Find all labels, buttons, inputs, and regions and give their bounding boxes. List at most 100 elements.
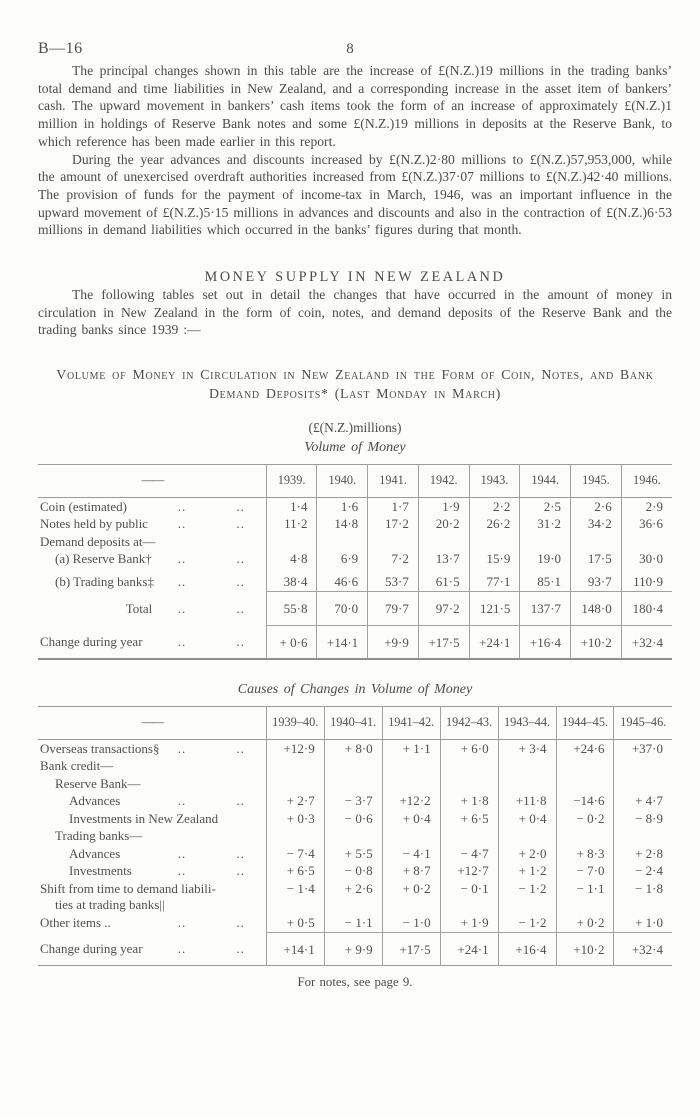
- value-cell: + 6·0: [439, 739, 499, 758]
- leader-dots: ..: [236, 914, 245, 930]
- footer-note: For notes, see page 9.: [297, 975, 413, 990]
- row-label: Total: [125, 600, 153, 616]
- value-cell: [555, 827, 614, 846]
- value-cell: [555, 757, 614, 776]
- table-row: Change during year.... + 0·6 +14·1 +9·9 +17·…: [38, 624, 672, 660]
- table-row: Reserve Bank—: [38, 775, 672, 793]
- value-cell: +32·4: [620, 624, 672, 660]
- value-cell: +10·2: [570, 624, 622, 660]
- value-cell: + 0·3: [265, 810, 325, 828]
- table-row: Bank credit—: [38, 757, 672, 776]
- row-label: Change during year: [40, 941, 143, 957]
- table-row: Shift from time to demand liabili-ties a…: [38, 880, 672, 915]
- table-row: Other items ...... + 0·5− 1·1− 1·0 + 1·9− …: [38, 914, 672, 933]
- value-cell: [417, 533, 470, 551]
- row-label-cell: Change during year....: [38, 932, 266, 966]
- value-cell: [323, 757, 383, 776]
- document-reference: B—16: [38, 40, 83, 57]
- row-label: Reserve Bank—: [55, 775, 141, 791]
- row-label: Demand deposits at—: [40, 533, 156, 549]
- value-cell: [497, 775, 557, 793]
- value-cell: [620, 533, 672, 551]
- stub-header: ——: [38, 464, 267, 499]
- value-cell: − 8·9: [613, 810, 672, 828]
- table-row: Coin (estimated).... 1·4 1·6 1·7 1·9 2·2 2·5 2·…: [38, 497, 672, 516]
- value-cell: [555, 775, 614, 793]
- value-cell: +32·4: [613, 931, 672, 966]
- value-cell: [613, 827, 672, 846]
- value-cell: [468, 533, 520, 551]
- value-cell: [439, 757, 499, 776]
- value-cell: +14·1: [265, 931, 325, 966]
- year-column-header: 1942.: [417, 464, 470, 499]
- section-heading: MONEY SUPPLY IN NEW ZEALAND: [204, 269, 506, 286]
- value-cell: + 1·2: [497, 862, 557, 881]
- value-cell: − 3·7: [323, 792, 383, 811]
- year-column-header: 1946.: [620, 464, 672, 499]
- year-column-header: 1943–44.: [497, 706, 557, 741]
- value-cell: 110·9: [620, 573, 672, 592]
- value-cell: 148·0: [570, 591, 622, 626]
- leader-dots: ..: [236, 516, 245, 532]
- value-cell: [439, 827, 499, 846]
- value-cell: +16·4: [519, 624, 571, 660]
- row-label: Advances: [69, 845, 121, 861]
- value-cell: [381, 775, 441, 793]
- table1-title: Volume of Money: [304, 440, 406, 456]
- row-label-cell: Investments in New Zealand: [38, 810, 266, 828]
- value-cell: − 1·1: [555, 880, 614, 915]
- causes-of-changes-table: —— 1939–40. 1940–41. 1941–42. 1942–43. 1943–4…: [38, 706, 672, 967]
- value-cell: + 8·0: [323, 739, 383, 758]
- value-cell: 121·5: [468, 591, 520, 626]
- value-cell: [570, 533, 622, 551]
- value-cell: 17·5: [570, 550, 622, 574]
- value-cell: 1·4: [265, 497, 317, 516]
- row-label: Advances: [69, 793, 121, 809]
- value-cell: + 1·9: [439, 914, 499, 933]
- value-cell: + 6·5: [265, 862, 325, 881]
- year-column-header: 1942–43.: [439, 706, 499, 741]
- table-row: Investments in New Zealand + 0·3− 0·6 + 0·…: [38, 810, 672, 828]
- value-cell: +9·9: [367, 624, 419, 660]
- paragraph-following-tables: The following tables set out in detail t…: [38, 287, 672, 338]
- value-cell: +17·5: [417, 624, 470, 660]
- value-cell: [265, 827, 325, 846]
- value-cell: + 2·0: [497, 845, 557, 863]
- value-cell: 26·2: [468, 515, 520, 534]
- value-cell: − 4·7: [439, 845, 499, 863]
- table-caption: Volume of Money in Circulation in New Ze…: [56, 367, 654, 402]
- value-cell: + 2·6: [323, 880, 383, 915]
- value-cell: [497, 827, 557, 846]
- value-cell: + 8·7: [381, 862, 441, 881]
- value-cell: + 6·5: [439, 810, 499, 828]
- leader-dots: ..: [236, 863, 245, 879]
- table-row: (a) Reserve Bank†.... 4·8 6·9 7·2 13·7 15·9 19…: [38, 550, 672, 574]
- row-label-cell: Investments....: [38, 863, 266, 881]
- leader-dots: ..: [177, 574, 187, 590]
- value-cell: 97·2: [417, 591, 470, 626]
- value-cell: − 0·6: [323, 810, 383, 828]
- value-cell: 31·2: [519, 515, 571, 534]
- row-label: Bank credit—: [40, 758, 114, 774]
- value-cell: 1·6: [316, 497, 368, 516]
- leader-dots: ..: [236, 941, 245, 957]
- leader-dots: ..: [177, 845, 187, 861]
- value-cell: 2·2: [468, 497, 520, 516]
- row-label-cell: Notes held by public....: [38, 516, 266, 534]
- value-cell: + 0·4: [497, 810, 557, 828]
- leader-dots: ..: [177, 551, 187, 567]
- row-label: Change during year: [40, 634, 143, 650]
- value-cell: [367, 533, 419, 551]
- volume-of-money-table: —— 1939. 1940. 1941. 1942. 1943. 1944. 1945. 194…: [38, 464, 672, 661]
- row-label-cell: Bank credit—: [38, 758, 266, 776]
- value-cell: [323, 827, 383, 846]
- table-header-row: —— 1939–40. 1940–41. 1941–42. 1942–43. 1943–4…: [38, 706, 672, 741]
- value-cell: + 0·2: [555, 914, 614, 933]
- value-cell: 4·8: [265, 550, 317, 574]
- row-label: Shift from time to demand liabili-: [40, 880, 216, 896]
- value-cell: 85·1: [519, 573, 571, 592]
- value-cell: 11·2: [265, 515, 317, 534]
- value-cell: +17·5: [381, 931, 441, 966]
- value-cell: 7·2: [367, 550, 419, 574]
- value-cell: − 1·2: [497, 914, 557, 933]
